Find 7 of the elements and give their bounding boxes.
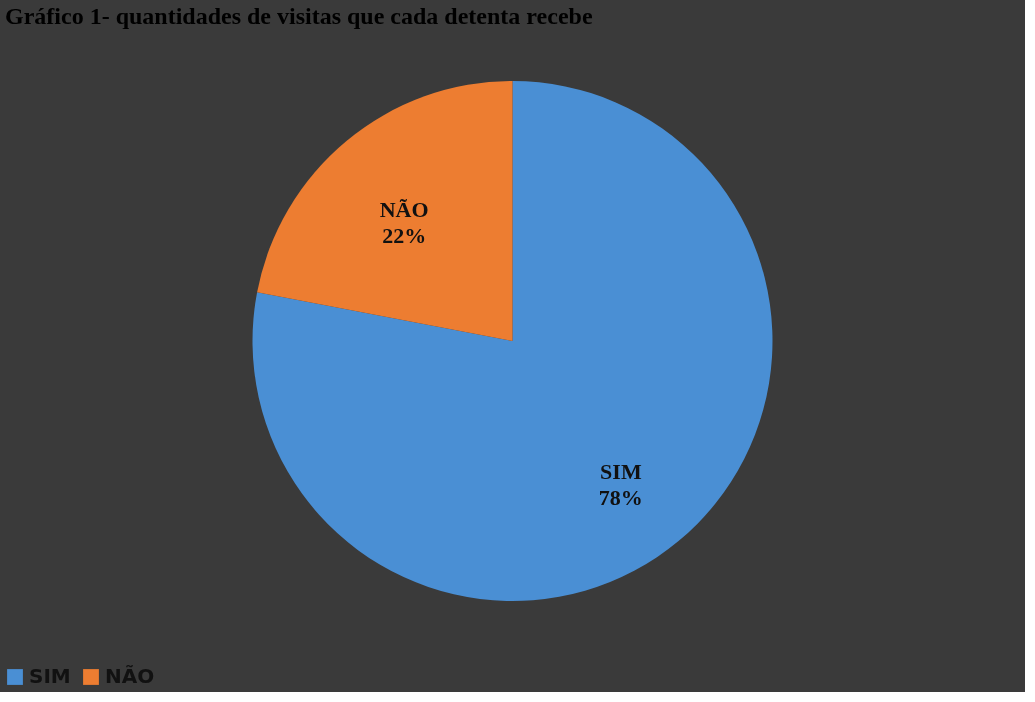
pie-slice (257, 81, 513, 341)
data-label: 78% (598, 484, 643, 510)
data-label: 22% (382, 223, 427, 249)
chart-title: Gráfico 1- quantidades de visitas que cada detenta recebe (5, 3, 593, 29)
slice-label: SIM (600, 458, 642, 484)
pie-slice (252, 81, 773, 601)
slice-label: NÃO (379, 197, 429, 223)
